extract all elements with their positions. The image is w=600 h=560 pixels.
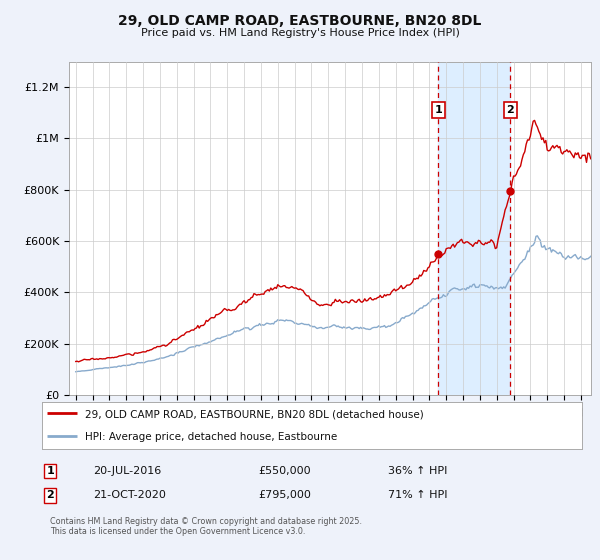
Text: 21-OCT-2020: 21-OCT-2020 — [94, 490, 166, 500]
Text: 71% ↑ HPI: 71% ↑ HPI — [388, 490, 447, 500]
Text: 20-JUL-2016: 20-JUL-2016 — [94, 466, 161, 476]
Text: 2: 2 — [506, 105, 514, 115]
Text: 36% ↑ HPI: 36% ↑ HPI — [388, 466, 447, 476]
Text: Price paid vs. HM Land Registry's House Price Index (HPI): Price paid vs. HM Land Registry's House … — [140, 28, 460, 38]
Text: Contains HM Land Registry data © Crown copyright and database right 2025.
This d: Contains HM Land Registry data © Crown c… — [50, 517, 362, 536]
Text: 1: 1 — [434, 105, 442, 115]
Text: 1: 1 — [46, 466, 54, 476]
Bar — [439, 62, 510, 395]
Text: 29, OLD CAMP ROAD, EASTBOURNE, BN20 8DL: 29, OLD CAMP ROAD, EASTBOURNE, BN20 8DL — [118, 14, 482, 28]
Text: HPI: Average price, detached house, Eastbourne: HPI: Average price, detached house, East… — [85, 432, 337, 442]
Text: £550,000: £550,000 — [258, 466, 311, 476]
Text: £795,000: £795,000 — [258, 490, 311, 500]
Text: 2: 2 — [46, 490, 54, 500]
Text: 29, OLD CAMP ROAD, EASTBOURNE, BN20 8DL (detached house): 29, OLD CAMP ROAD, EASTBOURNE, BN20 8DL … — [85, 409, 424, 419]
